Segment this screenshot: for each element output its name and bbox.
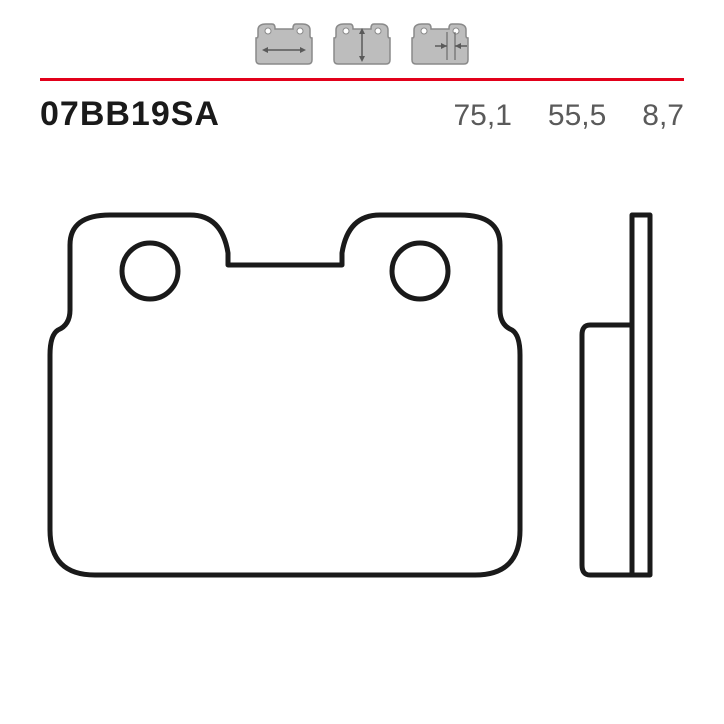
side-view	[582, 215, 650, 575]
height-icon	[330, 20, 394, 68]
part-number: 07BB19SA	[40, 95, 220, 134]
dim-thickness: 8,7	[642, 99, 684, 133]
dimension-row: 07BB19SA 75,1 55,5 8,7	[40, 95, 684, 134]
red-divider	[40, 78, 684, 81]
dim-width: 75,1	[454, 99, 512, 133]
dim-height: 55,5	[548, 99, 606, 133]
brake-pad-diagram	[0, 175, 724, 695]
thickness-icon	[408, 20, 472, 68]
header-dimension-icons	[0, 20, 724, 68]
width-icon	[252, 20, 316, 68]
front-view	[50, 215, 520, 575]
dimension-values: 75,1 55,5 8,7	[454, 99, 685, 133]
